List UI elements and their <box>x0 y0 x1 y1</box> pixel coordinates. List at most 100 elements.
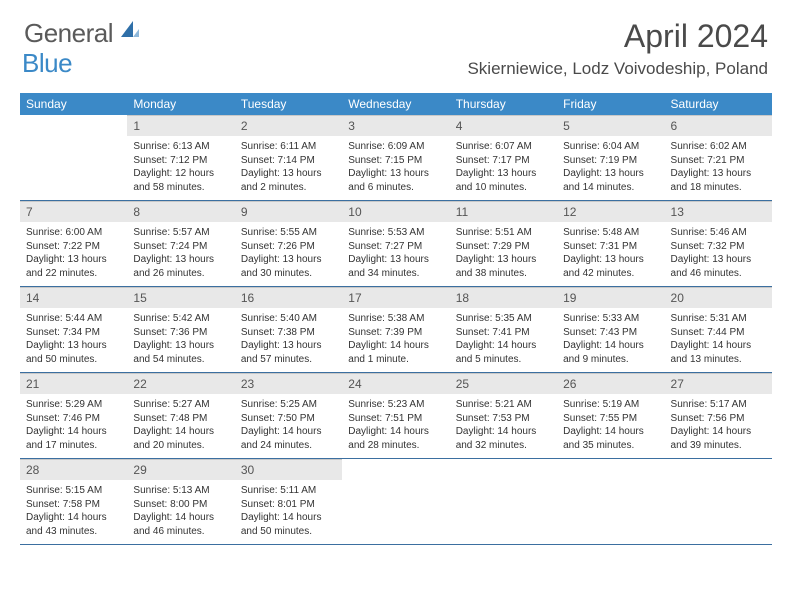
day-number: 6 <box>665 115 772 136</box>
day-ss: Sunset: 7:14 PM <box>241 154 336 168</box>
day-cell: 10Sunrise: 5:53 AMSunset: 7:27 PMDayligh… <box>342 201 449 287</box>
day-cell: 30Sunrise: 5:11 AMSunset: 8:01 PMDayligh… <box>235 459 342 545</box>
day-cell: 22Sunrise: 5:27 AMSunset: 7:48 PMDayligh… <box>127 373 234 459</box>
day-number: 13 <box>665 201 772 222</box>
day-ss: Sunset: 7:15 PM <box>348 154 443 168</box>
day-cell: 28Sunrise: 5:15 AMSunset: 7:58 PMDayligh… <box>20 459 127 545</box>
day-cell: 8Sunrise: 5:57 AMSunset: 7:24 PMDaylight… <box>127 201 234 287</box>
day-number: 22 <box>127 373 234 394</box>
day-dl1: Daylight: 13 hours <box>348 167 443 181</box>
day-body: Sunrise: 5:57 AMSunset: 7:24 PMDaylight:… <box>127 222 234 286</box>
day-cell: 12Sunrise: 5:48 AMSunset: 7:31 PMDayligh… <box>557 201 664 287</box>
day-body: Sunrise: 5:29 AMSunset: 7:46 PMDaylight:… <box>20 394 127 458</box>
day-ss: Sunset: 7:55 PM <box>563 412 658 426</box>
day-sr: Sunrise: 5:44 AM <box>26 312 121 326</box>
day-sr: Sunrise: 5:17 AM <box>671 398 766 412</box>
day-dl2: and 13 minutes. <box>671 353 766 367</box>
day-cell: 2Sunrise: 6:11 AMSunset: 7:14 PMDaylight… <box>235 115 342 201</box>
location-text: Skierniewice, Lodz Voivodeship, Poland <box>467 59 768 79</box>
day-dl1: Daylight: 13 hours <box>348 253 443 267</box>
day-sr: Sunrise: 5:15 AM <box>26 484 121 498</box>
weekday-header: Wednesday <box>342 93 449 115</box>
day-body: Sunrise: 5:48 AMSunset: 7:31 PMDaylight:… <box>557 222 664 286</box>
day-sr: Sunrise: 5:53 AM <box>348 226 443 240</box>
day-dl2: and 2 minutes. <box>241 181 336 195</box>
day-cell: 4Sunrise: 6:07 AMSunset: 7:17 PMDaylight… <box>450 115 557 201</box>
day-ss: Sunset: 7:29 PM <box>456 240 551 254</box>
day-sr: Sunrise: 5:23 AM <box>348 398 443 412</box>
day-sr: Sunrise: 5:38 AM <box>348 312 443 326</box>
day-body: Sunrise: 6:02 AMSunset: 7:21 PMDaylight:… <box>665 136 772 200</box>
day-dl1: Daylight: 12 hours <box>133 167 228 181</box>
day-ss: Sunset: 7:39 PM <box>348 326 443 340</box>
day-body: Sunrise: 5:25 AMSunset: 7:50 PMDaylight:… <box>235 394 342 458</box>
day-dl2: and 54 minutes. <box>133 353 228 367</box>
day-sr: Sunrise: 5:19 AM <box>563 398 658 412</box>
logo-text-general: General <box>24 18 113 49</box>
day-sr: Sunrise: 5:55 AM <box>241 226 336 240</box>
day-cell: 24Sunrise: 5:23 AMSunset: 7:51 PMDayligh… <box>342 373 449 459</box>
day-dl2: and 6 minutes. <box>348 181 443 195</box>
day-sr: Sunrise: 5:48 AM <box>563 226 658 240</box>
day-body: Sunrise: 5:40 AMSunset: 7:38 PMDaylight:… <box>235 308 342 372</box>
day-number: 15 <box>127 287 234 308</box>
weekday-header-row: Sunday Monday Tuesday Wednesday Thursday… <box>20 93 772 115</box>
day-dl1: Daylight: 13 hours <box>241 253 336 267</box>
day-ss: Sunset: 7:34 PM <box>26 326 121 340</box>
day-cell: 23Sunrise: 5:25 AMSunset: 7:50 PMDayligh… <box>235 373 342 459</box>
logo-sail-icon <box>119 19 141 46</box>
day-dl1: Daylight: 13 hours <box>456 253 551 267</box>
day-number: 21 <box>20 373 127 394</box>
day-sr: Sunrise: 6:07 AM <box>456 140 551 154</box>
day-cell: 5Sunrise: 6:04 AMSunset: 7:19 PMDaylight… <box>557 115 664 201</box>
weekday-header: Saturday <box>665 93 772 115</box>
day-number: 3 <box>342 115 449 136</box>
day-cell <box>557 459 664 545</box>
day-body: Sunrise: 6:07 AMSunset: 7:17 PMDaylight:… <box>450 136 557 200</box>
day-sr: Sunrise: 5:29 AM <box>26 398 121 412</box>
day-number: 29 <box>127 459 234 480</box>
day-dl2: and 17 minutes. <box>26 439 121 453</box>
weekday-header: Tuesday <box>235 93 342 115</box>
day-dl1: Daylight: 13 hours <box>563 167 658 181</box>
day-ss: Sunset: 7:26 PM <box>241 240 336 254</box>
day-dl2: and 50 minutes. <box>26 353 121 367</box>
day-ss: Sunset: 7:53 PM <box>456 412 551 426</box>
title-block: April 2024 Skierniewice, Lodz Voivodeshi… <box>467 18 768 79</box>
day-dl1: Daylight: 13 hours <box>241 339 336 353</box>
day-dl2: and 10 minutes. <box>456 181 551 195</box>
day-ss: Sunset: 7:32 PM <box>671 240 766 254</box>
day-cell: 21Sunrise: 5:29 AMSunset: 7:46 PMDayligh… <box>20 373 127 459</box>
day-number: 28 <box>20 459 127 480</box>
day-cell <box>450 459 557 545</box>
day-number: 14 <box>20 287 127 308</box>
calendar-table: Sunday Monday Tuesday Wednesday Thursday… <box>20 93 772 545</box>
day-number: 17 <box>342 287 449 308</box>
day-body: Sunrise: 6:00 AMSunset: 7:22 PMDaylight:… <box>20 222 127 286</box>
day-dl1: Daylight: 14 hours <box>671 339 766 353</box>
header: General April 2024 Skierniewice, Lodz Vo… <box>0 0 792 87</box>
day-number: 19 <box>557 287 664 308</box>
day-body: Sunrise: 5:21 AMSunset: 7:53 PMDaylight:… <box>450 394 557 458</box>
day-dl1: Daylight: 13 hours <box>456 167 551 181</box>
day-body: Sunrise: 5:27 AMSunset: 7:48 PMDaylight:… <box>127 394 234 458</box>
day-body: Sunrise: 5:31 AMSunset: 7:44 PMDaylight:… <box>665 308 772 372</box>
day-body: Sunrise: 5:17 AMSunset: 7:56 PMDaylight:… <box>665 394 772 458</box>
day-cell: 26Sunrise: 5:19 AMSunset: 7:55 PMDayligh… <box>557 373 664 459</box>
day-sr: Sunrise: 5:13 AM <box>133 484 228 498</box>
day-cell: 27Sunrise: 5:17 AMSunset: 7:56 PMDayligh… <box>665 373 772 459</box>
day-dl1: Daylight: 13 hours <box>671 253 766 267</box>
page-title: April 2024 <box>467 18 768 55</box>
day-number: 24 <box>342 373 449 394</box>
day-number: 23 <box>235 373 342 394</box>
day-dl2: and 5 minutes. <box>456 353 551 367</box>
calendar-body: 1Sunrise: 6:13 AMSunset: 7:12 PMDaylight… <box>20 115 772 545</box>
weekday-header: Friday <box>557 93 664 115</box>
day-ss: Sunset: 7:21 PM <box>671 154 766 168</box>
day-sr: Sunrise: 6:09 AM <box>348 140 443 154</box>
day-dl2: and 46 minutes. <box>133 525 228 539</box>
day-dl1: Daylight: 13 hours <box>26 339 121 353</box>
day-ss: Sunset: 7:48 PM <box>133 412 228 426</box>
day-dl2: and 39 minutes. <box>671 439 766 453</box>
day-number: 12 <box>557 201 664 222</box>
